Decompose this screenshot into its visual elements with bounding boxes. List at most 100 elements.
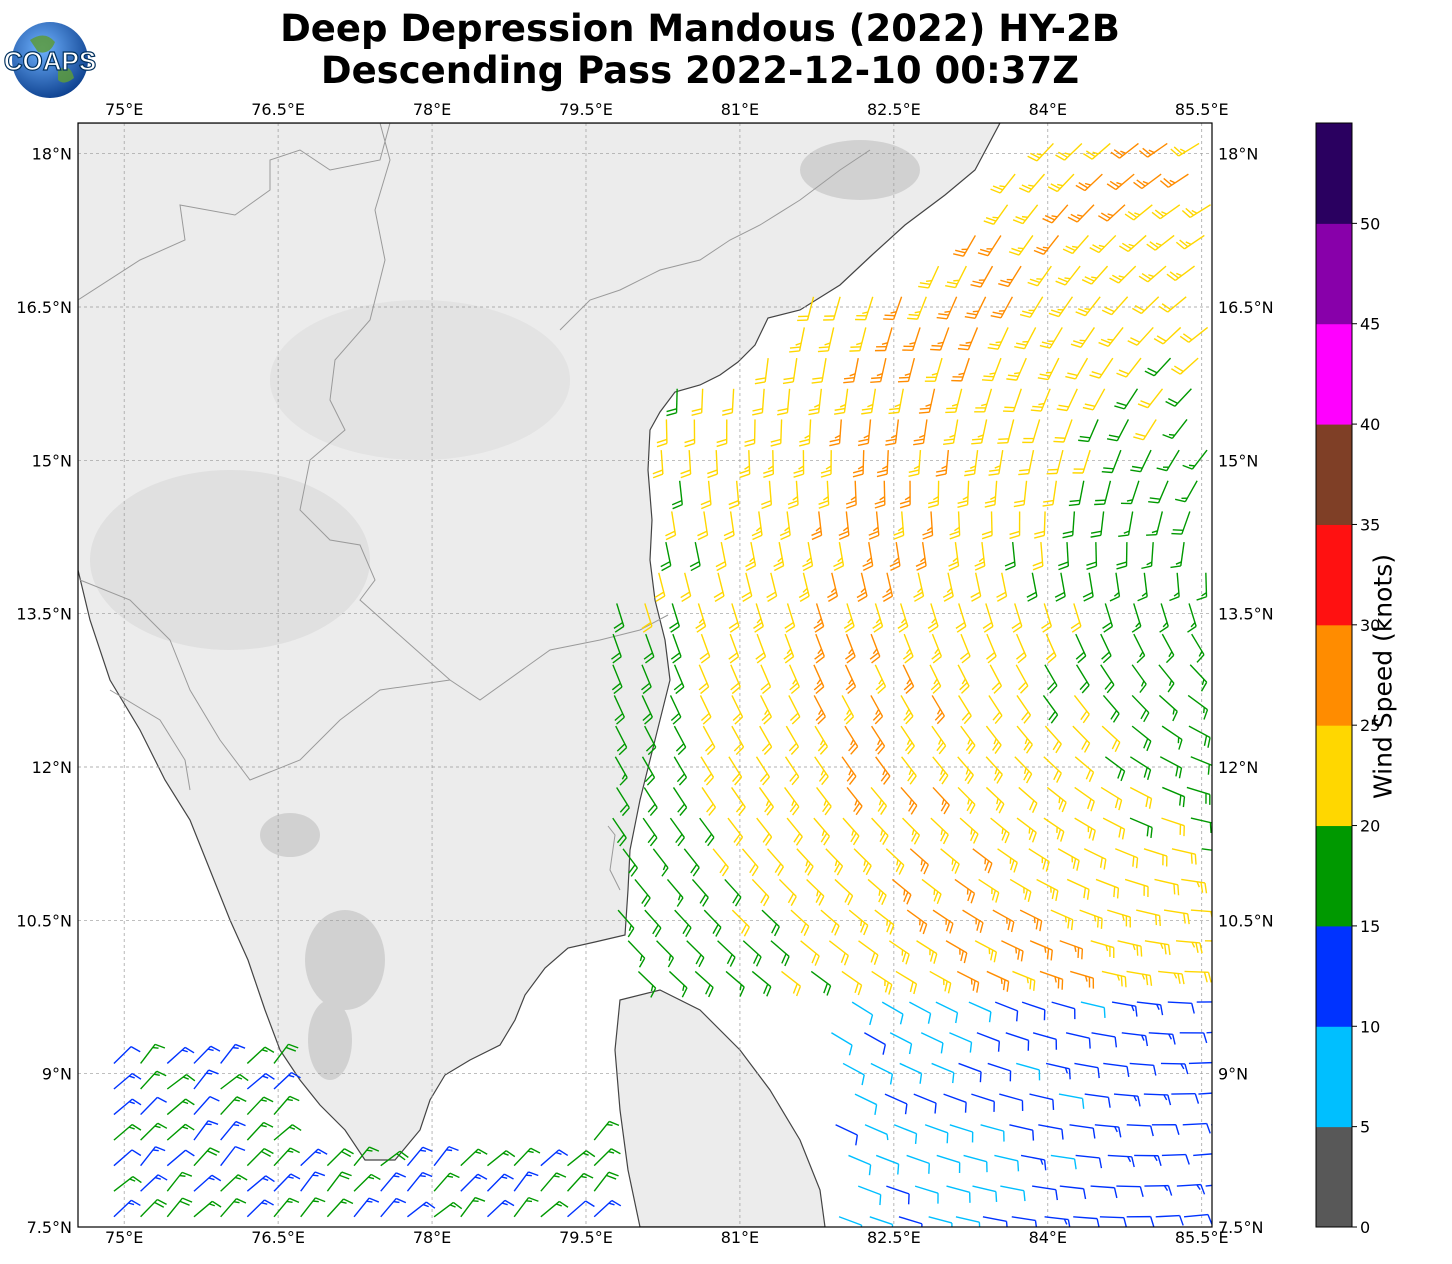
wind-barb	[1138, 265, 1167, 283]
wind-barb	[1080, 1001, 1106, 1018]
wind-barb	[964, 296, 987, 320]
wind-barb	[931, 1062, 955, 1084]
wind-barb	[113, 1072, 142, 1090]
wind-barb	[813, 695, 826, 725]
wind-barb	[1107, 1154, 1135, 1168]
wind-barb	[1113, 1093, 1141, 1107]
lon-tick-top: 81°E	[721, 100, 759, 119]
wind-barb	[326, 1148, 354, 1167]
wind-barb	[1131, 296, 1160, 315]
wind-barb	[870, 725, 886, 755]
wind-barb	[797, 296, 815, 322]
wind-barb	[739, 450, 751, 479]
wind-barb	[1159, 756, 1183, 779]
wind-barb	[1102, 694, 1120, 723]
wind-barb	[113, 1123, 142, 1141]
wind-barb	[742, 940, 762, 967]
wind-barb	[689, 541, 701, 572]
wind-barb	[1101, 296, 1129, 316]
wind-barb	[723, 511, 735, 541]
wind-barb	[716, 419, 728, 448]
wind-barb	[1158, 296, 1187, 313]
lon-tick-bottom: 85.5°E	[1175, 1228, 1229, 1247]
wind-barb	[1190, 756, 1212, 777]
wind-barb	[641, 695, 653, 725]
wind-barb	[593, 1171, 619, 1192]
wind-barb	[1075, 296, 1101, 317]
wind-barb	[833, 541, 845, 572]
wind-barb	[406, 1171, 433, 1192]
wind-barb	[761, 909, 780, 937]
wind-barb	[1027, 142, 1054, 162]
wind-barb	[460, 1148, 488, 1167]
wind-barb	[713, 572, 725, 603]
wind-barb	[906, 909, 928, 935]
wind-barb	[922, 511, 934, 540]
wind-barb	[827, 572, 839, 602]
wind-barb	[698, 664, 710, 695]
wind-barb	[1033, 235, 1060, 255]
wind-barb	[1131, 664, 1147, 693]
wind-barb	[957, 664, 970, 694]
wind-barb	[828, 940, 849, 966]
wind-barb	[246, 1175, 275, 1192]
wind-barb	[868, 511, 880, 540]
wind-barb	[113, 1098, 142, 1116]
wind-barb	[669, 695, 682, 725]
wind-barb	[674, 909, 692, 938]
wind-barb	[699, 633, 711, 664]
wind-barb	[932, 756, 949, 785]
wind-barb	[916, 940, 938, 964]
wind-barb	[872, 603, 884, 633]
wind-barb	[770, 940, 790, 967]
wind-barb	[932, 909, 954, 934]
wind-barb	[810, 970, 832, 996]
wind-barb	[1161, 1153, 1190, 1165]
wind-barb	[956, 970, 980, 993]
wind-barb	[987, 327, 1009, 350]
wind-barb	[885, 848, 905, 875]
wind-barb	[1183, 1213, 1212, 1225]
wind-barb	[113, 1046, 141, 1064]
wind-barb	[220, 1198, 247, 1218]
colorbar-segment	[1316, 925, 1352, 1027]
wind-barb	[699, 817, 715, 847]
wind-barb	[1069, 1124, 1096, 1139]
wind-barb	[778, 878, 797, 907]
wind-barb	[1046, 786, 1067, 813]
wind-barb	[902, 327, 921, 351]
wind-barb	[717, 940, 736, 967]
gridlines	[78, 123, 1212, 1227]
wind-barb	[1158, 970, 1185, 985]
wind-barb	[900, 786, 918, 815]
wind-barb	[902, 664, 915, 694]
wind-barb	[246, 1199, 274, 1218]
wind-barb	[741, 572, 753, 603]
wind-barb	[1130, 449, 1152, 473]
wind-barb	[730, 664, 741, 695]
wind-barb	[722, 388, 735, 416]
colorbar-tick-label: 30	[1360, 616, 1380, 635]
wind-barb	[1148, 1032, 1176, 1045]
wind-barb	[1176, 1183, 1206, 1195]
wind-barb	[1146, 234, 1175, 251]
wind-barb	[1050, 1154, 1077, 1170]
wind-barb	[140, 1070, 167, 1090]
wind-barb	[869, 1216, 894, 1227]
wind-barb	[1018, 449, 1035, 476]
wind-barb	[193, 1174, 222, 1192]
colorbar-tick-label: 50	[1360, 214, 1380, 233]
wind-barb	[627, 940, 646, 968]
colorbar-tick-label: 35	[1360, 515, 1380, 534]
wind-barb	[673, 725, 687, 756]
wind-barb	[1016, 725, 1033, 754]
wind-barb	[1196, 572, 1208, 601]
wind-barb	[486, 1173, 514, 1192]
colorbar-segment	[1316, 223, 1352, 325]
wind-barb	[924, 357, 943, 382]
wind-barb	[829, 419, 842, 447]
wind-barb	[641, 664, 652, 695]
wind-barb	[1181, 204, 1211, 219]
wind-barb	[1115, 848, 1139, 869]
wind-barb	[766, 848, 785, 876]
